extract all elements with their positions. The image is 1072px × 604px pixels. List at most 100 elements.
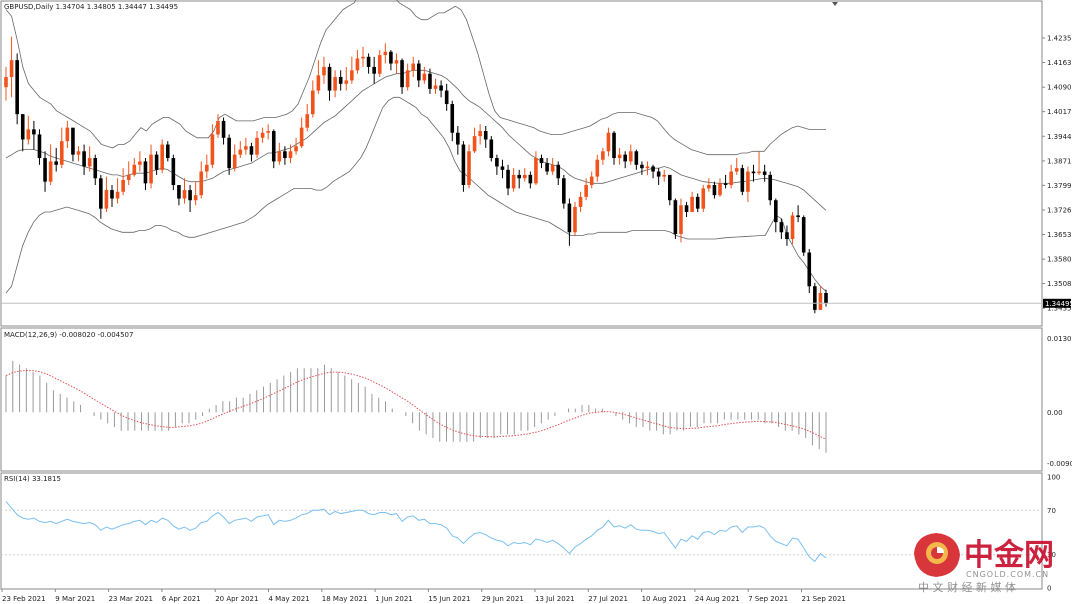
price-tick-label: 1.38715 — [1047, 157, 1072, 165]
candle-body — [824, 293, 828, 304]
price-tick-label: 1.37260 — [1047, 206, 1072, 214]
candle-body — [634, 151, 639, 165]
chart-shift-marker-icon — [832, 2, 838, 6]
candle-body — [205, 164, 209, 172]
candle-body — [299, 127, 304, 147]
candle-body — [244, 146, 248, 150]
price-y-axis: 1.42355 1.41630 1.40900 1.40175 1.39445 1.387… — [1042, 35, 1072, 313]
candle-body — [723, 183, 728, 186]
rsi-tick-label: 0 — [1047, 585, 1051, 593]
candle-body — [656, 171, 661, 177]
candle-body — [545, 163, 549, 172]
candle-body — [684, 205, 689, 213]
candle-body — [20, 114, 25, 140]
candle-body — [422, 73, 427, 81]
price-tick-label: 1.40175 — [1047, 108, 1072, 116]
candle-body — [238, 149, 243, 155]
date-tick-label: 4 May 2021 — [269, 595, 310, 603]
candle-body — [383, 51, 388, 56]
macd-tick-label: -0.009023 — [1047, 460, 1072, 468]
date-tick-label: 10 Aug 2021 — [642, 595, 687, 603]
candle-body — [316, 75, 321, 91]
candle-body — [37, 134, 42, 159]
candle-body — [534, 158, 538, 184]
candle-body — [478, 131, 482, 137]
candle-body — [377, 55, 382, 74]
candle-body — [43, 158, 47, 182]
candle-body — [790, 215, 795, 240]
current-price-label: 1.34495 — [1045, 300, 1072, 308]
price-tick-label: 1.35805 — [1047, 256, 1072, 264]
candle-body — [450, 104, 455, 133]
candle-body — [327, 66, 332, 91]
candle-body — [266, 131, 270, 133]
candle-body — [126, 174, 131, 180]
candle-body — [411, 63, 416, 71]
candle-body — [539, 158, 544, 164]
candle-body — [785, 232, 789, 240]
date-tick-label: 23 Mar 2021 — [109, 595, 153, 603]
candle-body — [517, 174, 521, 179]
candle-body — [757, 171, 761, 174]
bollinger-bands — [5, 0, 827, 294]
candle-body — [740, 168, 745, 192]
candle-body — [154, 154, 159, 170]
date-tick-label: 29 Jun 2021 — [482, 595, 524, 603]
candle-body — [182, 190, 187, 199]
candle-body — [350, 70, 354, 81]
candle-body — [82, 151, 86, 167]
bollinger-upper-line — [5, 0, 826, 156]
candle-body — [673, 200, 678, 234]
candle-body — [311, 90, 315, 115]
candle-body — [746, 171, 750, 192]
candle-body — [389, 51, 393, 64]
date-x-axis: 23 Feb 2021 9 Mar 2021 23 Mar 2021 6 Apr 20… — [1, 589, 846, 603]
candle-body — [595, 159, 600, 177]
candle-body — [668, 174, 672, 201]
macd-panel-frame — [0, 327, 1043, 472]
candle-body — [645, 166, 650, 169]
date-tick-label: 27 Jul 2021 — [588, 595, 628, 603]
macd-title: MACD(12,26,9) -0.008020 -0.004507 — [4, 331, 133, 339]
candle-body — [277, 151, 282, 162]
candle-body — [138, 161, 142, 165]
candle-body — [322, 66, 326, 76]
candle-body — [751, 171, 756, 174]
price-chart-title: GBPUSD,Daily 1.34704 1.34805 1.34447 1.3… — [4, 3, 178, 11]
price-tick-label: 1.40900 — [1047, 84, 1072, 92]
date-tick-label: 15 Jun 2021 — [428, 595, 470, 603]
watermark-logo: 中金网 CNGOLD.COM.CN 中 文 财 经 新 媒 体 — [914, 533, 1054, 594]
candle-body — [149, 154, 153, 184]
candle-body — [779, 222, 784, 233]
candle-body — [110, 190, 114, 199]
candle-body — [718, 183, 722, 196]
candle-body — [762, 171, 767, 175]
rsi-title: RSI(14) 33.1815 — [4, 475, 61, 483]
candle-body — [121, 179, 125, 192]
candle-body — [813, 286, 817, 310]
candle-body — [444, 90, 449, 105]
candle-body — [773, 200, 778, 223]
candle-body — [99, 178, 103, 209]
candle-body — [573, 206, 577, 233]
rsi-y-axis: 100 70 30 0 — [1, 474, 1060, 593]
current-price-tag — [1043, 298, 1071, 308]
candlesticks — [4, 36, 828, 314]
candle-body — [640, 164, 644, 169]
date-tick-label: 6 Apr 2021 — [162, 595, 201, 603]
candle-body — [489, 139, 494, 159]
candle-body — [171, 158, 176, 186]
candle-body — [104, 190, 109, 209]
date-tick-label: 21 Sep 2021 — [802, 595, 846, 603]
candle-body — [199, 171, 204, 196]
candle-body — [556, 164, 561, 179]
macd-y-axis: 0.013028 0.00 -0.009023 — [1047, 335, 1072, 468]
candle-body — [807, 252, 812, 287]
candle-body — [428, 73, 432, 89]
date-tick-label: 18 May 2021 — [322, 595, 368, 603]
candle-body — [768, 174, 773, 201]
candle-body — [32, 129, 36, 135]
macd-plot — [5, 360, 827, 453]
candle-body — [701, 188, 706, 209]
